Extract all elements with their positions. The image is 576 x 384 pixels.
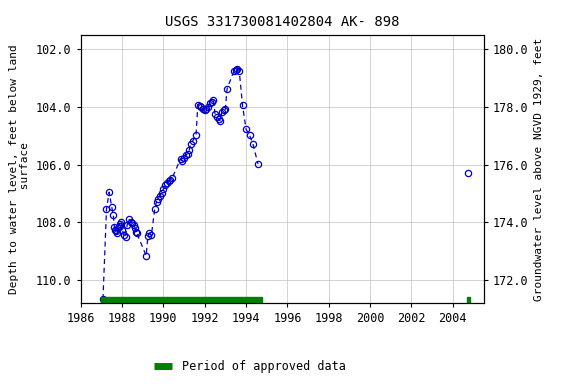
Title: USGS 331730081402804 AK- 898: USGS 331730081402804 AK- 898 — [165, 15, 400, 29]
Y-axis label: Groundwater level above NGVD 1929, feet: Groundwater level above NGVD 1929, feet — [534, 37, 544, 301]
Bar — [101, 298, 262, 303]
Bar — [467, 298, 470, 303]
Y-axis label: Depth to water level, feet below land
 surface: Depth to water level, feet below land su… — [9, 44, 31, 294]
Legend: Period of approved data: Period of approved data — [150, 356, 350, 378]
